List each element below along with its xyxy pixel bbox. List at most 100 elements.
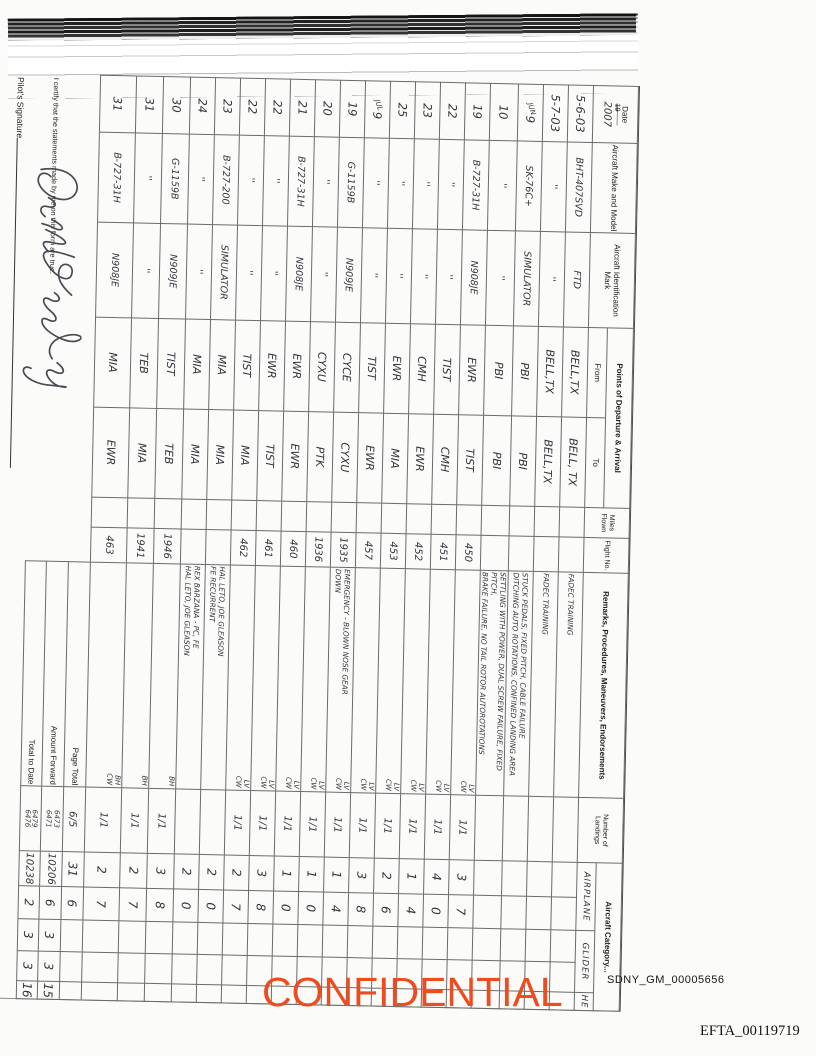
cell-from: CMH xyxy=(408,323,436,415)
cell-make: B-727-31H xyxy=(97,132,136,223)
cell-flight-no xyxy=(508,535,535,572)
cell-make: '' xyxy=(362,137,390,229)
cell-remarks: HAL LETO, JOE GLEASON FE RECURRENT xyxy=(200,564,231,790)
totals-glider-1: 3 xyxy=(37,919,61,952)
cell-from: TEB xyxy=(129,317,159,409)
cell-from: PBI xyxy=(511,325,539,417)
cell-landings xyxy=(552,796,579,863)
cell-flight-no xyxy=(558,536,585,573)
cell-miles xyxy=(205,499,232,531)
cell-time-hours: 2 xyxy=(223,854,249,891)
cell-miles xyxy=(509,505,535,537)
cell-ident: '' xyxy=(131,222,161,319)
cell-time-tenths: 7 xyxy=(222,889,249,924)
cell-time-hours: 2 xyxy=(173,853,199,890)
cell-date: JUN9 xyxy=(517,83,544,142)
logbook-sheet: Date 19—— 2007 Aircraft Make and Model Aircr… xyxy=(0,72,640,1012)
cell-glider-1 xyxy=(171,921,198,955)
cell-miles xyxy=(559,506,585,538)
cell-remarks: LV CW xyxy=(225,565,256,791)
cell-miles xyxy=(280,501,307,532)
totals-time-hours: 10238 xyxy=(18,850,41,887)
cell-to: MIA xyxy=(181,409,209,500)
cell-flight-no: 1946 xyxy=(153,528,181,564)
cell-miles xyxy=(455,504,482,536)
header-make: Aircraft Make and Model xyxy=(590,142,638,234)
cell-landings xyxy=(173,788,201,855)
cell-remarks: LV CW xyxy=(450,569,480,796)
logbook-table: Date 19—— 2007 Aircraft Make and Model Aircr… xyxy=(15,73,639,1012)
cell-to: EWR xyxy=(91,407,130,498)
cell-from: EWR xyxy=(258,320,286,412)
cell-to: EWR xyxy=(356,412,384,504)
cell-landings xyxy=(198,789,226,855)
cell-landings: 1/1 xyxy=(119,787,149,854)
cell-glider-2 xyxy=(221,954,247,986)
cell-from: EWR xyxy=(283,321,311,412)
cell-time-tenths: 0 xyxy=(422,894,449,928)
cell-flight-no: 451 xyxy=(430,534,456,570)
cell-date: JUL9 xyxy=(364,80,391,139)
cell-from: MIA xyxy=(208,319,236,411)
cell-to: BELL,TX xyxy=(534,416,562,507)
cell-glider-1 xyxy=(371,926,398,959)
cell-landings: 1/1 xyxy=(423,794,451,860)
cell-remarks: SETTLING WITH POWER, DUAL SCREW FAILURE,… xyxy=(475,570,509,796)
bates-number-sdny: SDNY_GM_00005656 xyxy=(607,974,725,986)
cell-glider-1 xyxy=(471,928,501,961)
cell-date: 31 xyxy=(135,75,164,134)
cell-date: 31 xyxy=(99,75,137,133)
cell-ident: N908JE xyxy=(285,226,313,322)
cell-flight-no: 460 xyxy=(280,531,306,567)
cell-from: TIST xyxy=(156,318,186,410)
cell-make: '' xyxy=(487,140,518,231)
totals-helicopter: 15 xyxy=(36,981,60,1000)
totals-glider-1 xyxy=(59,919,83,953)
totals-time-hours: 10206 xyxy=(39,851,63,887)
cell-flight-no xyxy=(533,536,560,572)
header-remarks: Remarks, Procedures, Maneuvers, Endorsem… xyxy=(578,572,629,799)
cell-time-hours xyxy=(551,861,578,898)
cell-time-hours: 1 xyxy=(273,856,299,892)
cell-make: B-727-31H xyxy=(462,139,490,231)
totals-time-tenths: 2 xyxy=(17,885,40,920)
cell-to: BELL, TX xyxy=(559,416,587,508)
cell-time-tenths: 4 xyxy=(322,892,349,926)
cell-helicopter xyxy=(116,982,145,1002)
cell-from: BELL,TX xyxy=(561,326,589,418)
cell-landings xyxy=(527,796,554,862)
cell-miles xyxy=(430,504,457,535)
cell-time-hours: 2 xyxy=(83,852,120,888)
cell-from: CYXU xyxy=(308,321,336,413)
cell-remarks: FADEC TRAINING xyxy=(553,571,584,798)
cell-ident: '' xyxy=(410,228,438,325)
cell-glider-2 xyxy=(171,953,197,985)
cell-remarks: STUCK PEDALS, FIXED PITCH, CABLE FAILURE… xyxy=(503,570,534,797)
cell-miles xyxy=(126,497,155,529)
cell-remarks: LV CW xyxy=(375,568,406,794)
cell-to: CYXU xyxy=(331,412,359,503)
totals-time-tenths: 6 xyxy=(38,886,62,920)
cell-landings xyxy=(473,795,504,861)
cell-time-hours: 1 xyxy=(298,856,324,893)
cell-remarks: LV CW xyxy=(300,566,331,793)
cell-remarks: EMERGENCY - BLOWN NOSE GEAR DOWN LV CW xyxy=(325,567,356,793)
cell-time-tenths: 0 xyxy=(297,891,324,926)
cell-time-tenths: 0 xyxy=(172,888,199,923)
totals-helicopter: 16 xyxy=(15,980,38,1000)
cell-miles xyxy=(480,505,510,536)
cell-ident: '' xyxy=(485,230,516,326)
cell-landings: 1/1 xyxy=(323,792,351,858)
cell-remarks: LV CW xyxy=(275,566,306,792)
cell-from: PBI xyxy=(483,325,514,416)
header-miles: Miles Flown xyxy=(584,507,630,539)
cell-glider-1 xyxy=(525,929,551,962)
cell-time-tenths xyxy=(525,896,552,930)
cell-glider-1 xyxy=(421,927,448,960)
cell-landings: 1/1 xyxy=(373,793,401,859)
cell-landings: 1/1 xyxy=(84,787,122,853)
header-to: To xyxy=(584,417,606,508)
cell-time-tenths xyxy=(500,895,527,930)
cell-to: MIA xyxy=(206,409,234,501)
cell-ident: '' xyxy=(360,227,388,324)
